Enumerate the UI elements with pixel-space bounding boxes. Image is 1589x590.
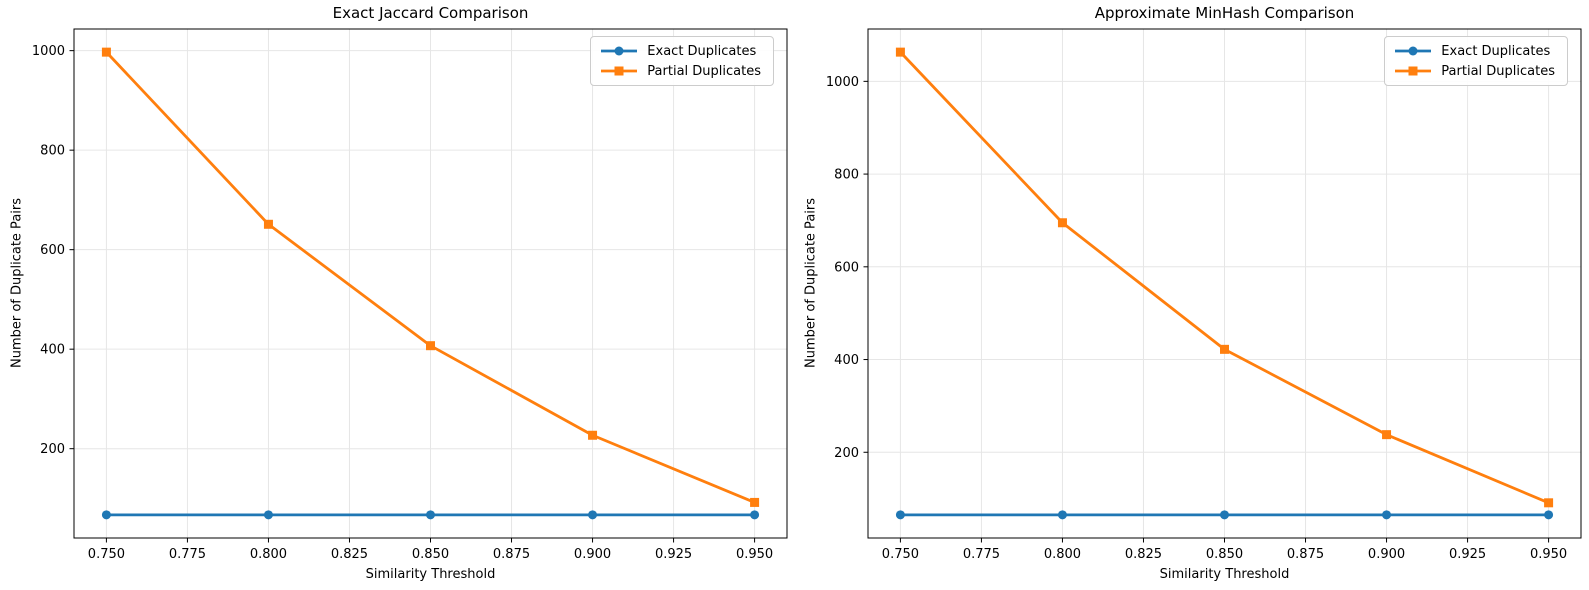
y-tick-label: 1000 [826, 75, 859, 90]
exact-duplicates-line-icon [1395, 46, 1432, 56]
data-point-exact-duplicates [426, 510, 435, 520]
x-tick-label: 0.750 [882, 547, 919, 562]
data-point-partial-duplicates [750, 497, 760, 507]
x-tick-label: 0.775 [963, 547, 1000, 562]
x-tick-label: 0.825 [1125, 547, 1162, 562]
legend-marker-sample [1408, 46, 1418, 56]
partial-duplicates-line-icon [601, 66, 638, 76]
data-point-exact-duplicates [263, 510, 273, 520]
data-point-exact-duplicates [1057, 510, 1067, 520]
x-tick-label: 0.925 [655, 547, 692, 562]
chart-title: Exact Jaccard Comparison [332, 4, 529, 22]
y-axis-label: Number of Duplicate Pairs [9, 197, 25, 369]
legend-marker-sample [614, 66, 624, 76]
legend-marker-sample [614, 46, 624, 56]
x-tick-label: 0.925 [1449, 547, 1486, 562]
data-point-partial-duplicates [101, 47, 111, 57]
legend-item-partial-duplicates: Partial Duplicates [600, 64, 761, 78]
data-point-partial-duplicates [1382, 430, 1392, 440]
legend: Exact Duplicates Partial Duplicates [1384, 36, 1568, 86]
x-tick-label: 0.850 [1206, 547, 1243, 562]
legend-marker-sample [1408, 66, 1418, 76]
y-tick-label: 800 [834, 168, 859, 183]
legend-label: Exact Duplicates [647, 43, 757, 59]
legend-item-exact-duplicates: Exact Duplicates [1394, 44, 1555, 58]
x-tick-label: 0.850 [412, 547, 449, 562]
y-tick-label: 600 [40, 243, 65, 258]
x-axis-label: Similarity Threshold [1159, 567, 1290, 582]
y-tick-label: 400 [40, 343, 65, 358]
data-point-exact-duplicates [750, 510, 760, 520]
x-tick-label: 0.900 [1368, 547, 1405, 562]
x-tick-label: 0.800 [250, 547, 287, 562]
legend-label: Exact Duplicates [1441, 43, 1551, 59]
data-point-exact-duplicates [895, 510, 905, 520]
y-tick-label: 600 [834, 260, 859, 275]
minhash-plot: 0.750 0.775 0.800 0.825 0.850 0.875 0.900 0.925… [826, 28, 1582, 562]
x-tick-label: 0.875 [493, 547, 530, 562]
data-point-partial-duplicates [1220, 344, 1229, 354]
partial-duplicates-line-icon [1395, 66, 1432, 76]
minhash-chart-panel: 0.750 0.775 0.800 0.825 0.850 0.875 0.900 0.925… [794, 0, 1588, 590]
data-point-partial-duplicates [588, 430, 598, 440]
chart-title: Approximate MinHash Comparison [1094, 4, 1355, 22]
x-tick-label: 0.875 [1287, 547, 1324, 562]
y-tick-label: 800 [40, 144, 65, 159]
y-tick-label: 400 [834, 353, 859, 368]
legend-label: Partial Duplicates [1441, 63, 1555, 79]
data-point-exact-duplicates [588, 510, 598, 520]
y-axis-label: Number of Duplicate Pairs [803, 197, 819, 369]
exact-jaccard-chart-panel: 0.750 0.775 0.800 0.825 0.850 0.875 0.900 0.925… [0, 0, 794, 590]
legend-item-partial-duplicates: Partial Duplicates [1394, 64, 1555, 78]
data-point-partial-duplicates [1544, 498, 1554, 508]
data-point-exact-duplicates [101, 510, 111, 520]
x-tick-label: 0.750 [88, 547, 125, 562]
x-tick-label: 0.950 [1530, 547, 1567, 562]
data-point-partial-duplicates [895, 47, 905, 57]
x-tick-label: 0.950 [736, 547, 773, 562]
data-point-partial-duplicates [263, 219, 273, 229]
x-tick-label: 0.775 [169, 547, 206, 562]
legend-item-exact-duplicates: Exact Duplicates [600, 44, 761, 58]
data-point-partial-duplicates [1057, 218, 1067, 228]
data-point-exact-duplicates [1382, 510, 1392, 520]
x-tick-label: 0.825 [331, 547, 368, 562]
legend-label: Partial Duplicates [647, 63, 761, 79]
y-tick-label: 1000 [32, 44, 65, 59]
legend: Exact Duplicates Partial Duplicates [590, 36, 774, 86]
exact-duplicates-line-icon [601, 46, 638, 56]
data-point-exact-duplicates [1220, 510, 1229, 520]
y-tick-label: 200 [40, 442, 65, 457]
exact-jaccard-plot: 0.750 0.775 0.800 0.825 0.850 0.875 0.900 0.925… [32, 28, 788, 562]
data-point-exact-duplicates [1544, 510, 1554, 520]
y-tick-label: 200 [834, 446, 859, 461]
x-axis-label: Similarity Threshold [365, 567, 496, 582]
data-point-partial-duplicates [426, 341, 435, 351]
x-tick-label: 0.900 [574, 547, 611, 562]
x-tick-label: 0.800 [1044, 547, 1081, 562]
